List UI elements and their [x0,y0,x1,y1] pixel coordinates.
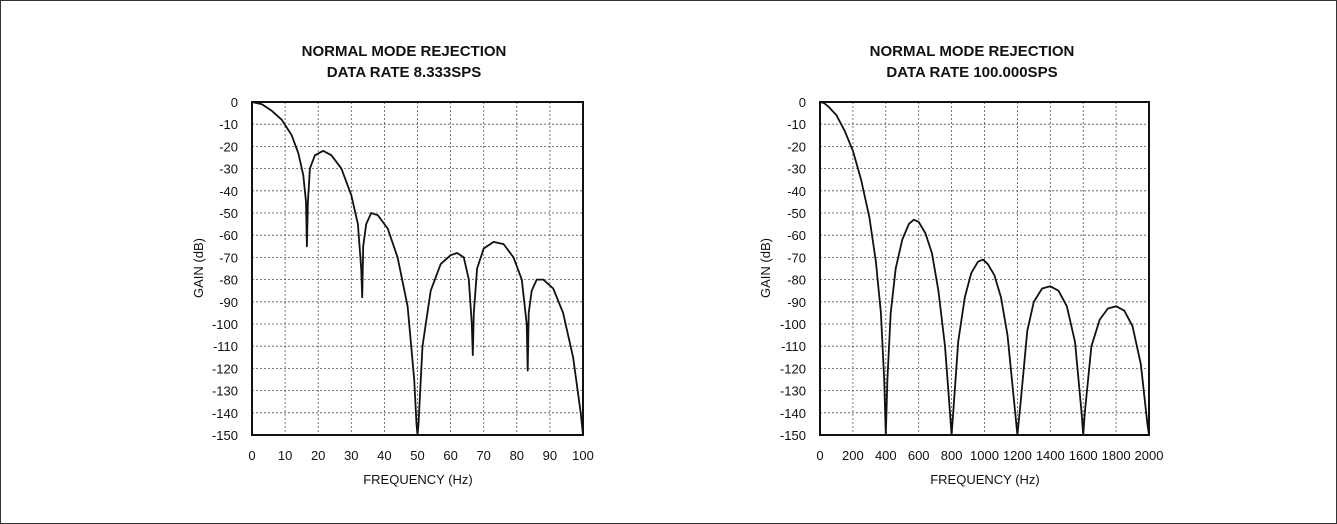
chart-left-y-tick-label: -70 [219,250,238,265]
chart-right-title-line2: DATA RATE 100.000SPS [886,64,1057,81]
chart-right-x-tick-label: 200 [842,448,864,463]
chart-left-y-tick-label: -40 [219,184,238,199]
chart-right-y-tick-label: -60 [787,228,806,243]
chart-left-y-axis-label: GAIN (dB) [191,238,206,298]
chart-left-y-tick-label: -10 [219,117,238,132]
chart-right-y-tick-label: -120 [780,361,806,376]
chart-right-x-tick-label: 1200 [1003,448,1032,463]
chart-right-gridlines [820,102,1149,435]
chart-left-title-line1: NORMAL MODE REJECTION [302,43,507,60]
chart-left: NORMAL MODE REJECTION DATA RATE 8.333SPS… [191,43,594,487]
chart-left-x-axis-label: FREQUENCY (Hz) [363,472,473,487]
chart-right-y-tick-label: 0 [799,95,806,110]
chart-left-x-tick-label: 90 [543,448,557,463]
chart-left-x-tick-label: 40 [377,448,391,463]
chart-left-x-tick-label: 30 [344,448,358,463]
chart-left-x-tick-label: 0 [248,448,255,463]
chart-left-x-tick-label: 60 [443,448,457,463]
chart-left-title-line2: DATA RATE 8.333SPS [327,64,481,81]
chart-left-x-tick-label: 50 [410,448,424,463]
chart-right-y-tick-label: -130 [780,384,806,399]
chart-right-x-tick-label: 0 [816,448,823,463]
chart-left-x-tick-label: 80 [510,448,524,463]
chart-left-y-tick-label: -120 [212,361,238,376]
chart-left-y-tick-label: -80 [219,273,238,288]
chart-left-y-tick-label: -150 [212,428,238,443]
chart-right-x-ticks: 0 200 400 600 800 1000 1200 1400 1600 1800 2000 [816,448,1163,463]
chart-left-series-line [251,101,584,436]
chart-right-x-tick-label: 1400 [1036,448,1065,463]
chart-left-y-ticks: 0 -10 -20 -30 -40 -50 -60 -70 -80 -90 -100 -110 -120… [212,95,238,443]
chart-left-x-tick-label: 10 [278,448,292,463]
chart-right-y-tick-label: -90 [787,295,806,310]
chart-right-plot-area [819,101,1150,436]
chart-right-y-tick-label: -20 [787,139,806,154]
chart-left-y-tick-label: -20 [219,139,238,154]
chart-right-x-tick-label: 1600 [1069,448,1098,463]
chart-left-y-tick-label: 0 [231,95,238,110]
chart-right-y-tick-label: -110 [781,339,806,354]
chart-left-y-tick-label: -130 [212,384,238,399]
chart-right-series-line [819,101,1150,436]
chart-right-y-tick-label: -40 [787,184,806,199]
chart-right-y-tick-label: -140 [780,406,806,421]
chart-right-x-tick-label: 1800 [1102,448,1131,463]
chart-right-y-tick-label: -100 [780,317,806,332]
chart-right-title-line1: NORMAL MODE REJECTION [870,43,1075,60]
chart-left-x-tick-label: 100 [572,448,594,463]
chart-right-y-tick-label: -150 [780,428,806,443]
chart-left-x-ticks: 0 10 20 30 40 50 60 70 80 90 100 [248,448,593,463]
chart-left-y-tick-label: -110 [213,339,238,354]
chart-left-x-tick-label: 20 [311,448,325,463]
chart-left-gridlines [252,102,583,435]
chart-right: NORMAL MODE REJECTION DATA RATE 100.000S… [758,43,1163,487]
chart-right-x-axis-label: FREQUENCY (Hz) [930,472,1040,487]
chart-right-y-ticks: 0 -10 -20 -30 -40 -50 -60 -70 -80 -90 -100 -110 -120… [780,95,806,443]
chart-right-x-tick-label: 800 [941,448,963,463]
chart-left-y-tick-label: -30 [219,162,238,177]
chart-left-y-tick-label: -140 [212,406,238,421]
chart-right-x-tick-label: 1000 [970,448,999,463]
chart-right-x-tick-label: 600 [908,448,930,463]
chart-right-x-tick-label: 2000 [1135,448,1164,463]
chart-left-y-tick-label: -100 [212,317,238,332]
chart-right-y-tick-label: -10 [787,117,806,132]
chart-right-y-tick-label: -80 [787,273,806,288]
chart-right-y-axis-label: GAIN (dB) [758,238,773,298]
chart-left-x-tick-label: 70 [476,448,490,463]
chart-left-y-tick-label: -90 [219,295,238,310]
chart-right-y-tick-label: -70 [787,250,806,265]
chart-right-x-tick-label: 400 [875,448,897,463]
chart-left-y-tick-label: -50 [219,206,238,221]
chart-right-y-tick-label: -30 [787,162,806,177]
chart-right-y-tick-label: -50 [787,206,806,221]
chart-left-y-tick-label: -60 [219,228,238,243]
